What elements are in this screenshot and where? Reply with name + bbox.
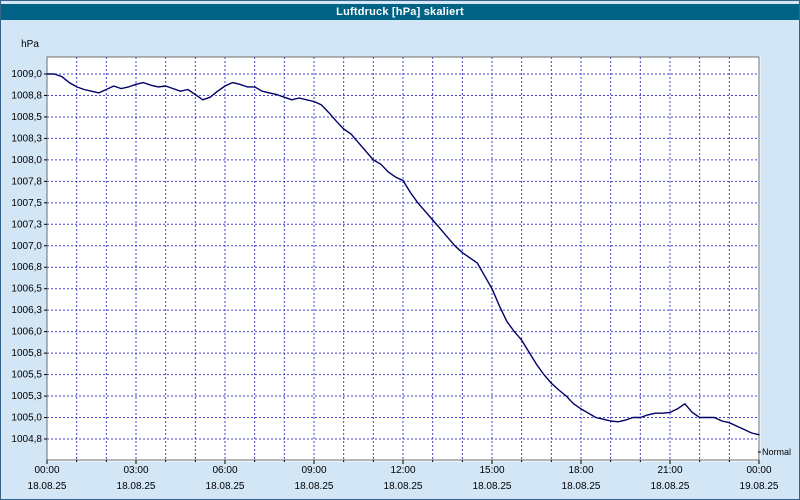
y-tick-label: 1008,0 bbox=[11, 155, 42, 166]
x-time-label: 06:00 bbox=[212, 465, 237, 476]
x-date-label: 18.08.25 bbox=[206, 481, 245, 492]
x-date-label: 18.08.25 bbox=[473, 481, 512, 492]
window-title: Luftdruck [hPa] skaliert bbox=[336, 6, 464, 18]
y-tick-label: 1007,8 bbox=[11, 176, 42, 187]
y-tick-label: 1005,0 bbox=[11, 413, 42, 424]
x-date-label: 18.08.25 bbox=[295, 481, 334, 492]
y-tick-label: 1006,8 bbox=[11, 262, 42, 273]
y-tick-label: 1004,8 bbox=[11, 434, 42, 445]
y-tick-label: 1007,0 bbox=[11, 241, 42, 252]
x-time-label: 15:00 bbox=[479, 465, 504, 476]
normal-label: Normal bbox=[762, 447, 791, 457]
y-axis-unit: hPa bbox=[21, 39, 39, 50]
y-tick-label: 1005,5 bbox=[11, 370, 42, 381]
x-time-label: 03:00 bbox=[123, 465, 148, 476]
x-date-label: 19.08.25 bbox=[740, 481, 779, 492]
y-tick-label: 1008,3 bbox=[11, 133, 42, 144]
chart-area: 1009,0 1008,8 1008,5 1008,3 1008,0 1007,8 1007… bbox=[1, 20, 799, 499]
x-time-label: 09:00 bbox=[301, 465, 326, 476]
y-tick-label: 1009,0 bbox=[11, 69, 42, 80]
y-tick-label: 1005,8 bbox=[11, 348, 42, 359]
y-tick-label: 1008,8 bbox=[11, 90, 42, 101]
y-tick-label: 1006,0 bbox=[11, 327, 42, 338]
pressure-chart: 1009,0 1008,8 1008,5 1008,3 1008,0 1007,8 1007… bbox=[11, 39, 791, 492]
x-time-label: 00:00 bbox=[746, 465, 771, 476]
x-time-label: 21:00 bbox=[657, 465, 682, 476]
y-tick-label: 1007,5 bbox=[11, 198, 42, 209]
y-tick-label: 1007,3 bbox=[11, 219, 42, 230]
grid bbox=[47, 57, 759, 460]
x-time-label: 00:00 bbox=[34, 465, 59, 476]
x-time-label: 18:00 bbox=[568, 465, 593, 476]
y-tick-label: 1008,5 bbox=[11, 112, 42, 123]
y-tick-label: 1006,3 bbox=[11, 305, 42, 316]
x-date-label: 18.08.25 bbox=[117, 481, 156, 492]
x-date-labels: 18.08.25 18.08.25 18.08.25 18.08.25 18.08.25… bbox=[28, 481, 779, 492]
y-tick-label: 1005,3 bbox=[11, 391, 42, 402]
window-titlebar[interactable]: Luftdruck [hPa] skaliert bbox=[1, 4, 799, 20]
x-date-label: 18.08.25 bbox=[651, 481, 690, 492]
x-date-label: 18.08.25 bbox=[28, 481, 67, 492]
y-tick-labels: 1009,0 1008,8 1008,5 1008,3 1008,0 1007,8 1007… bbox=[11, 69, 42, 445]
x-time-label: 12:00 bbox=[390, 465, 415, 476]
x-time-labels: 00:00 03:00 06:00 09:00 12:00 15:00 18:00 21:00… bbox=[34, 465, 771, 476]
axis-ticks bbox=[44, 73, 760, 464]
x-date-label: 18.08.25 bbox=[384, 481, 423, 492]
y-tick-label: 1006,5 bbox=[11, 284, 42, 295]
pressure-line bbox=[46, 73, 760, 436]
x-date-label: 18.08.25 bbox=[562, 481, 601, 492]
